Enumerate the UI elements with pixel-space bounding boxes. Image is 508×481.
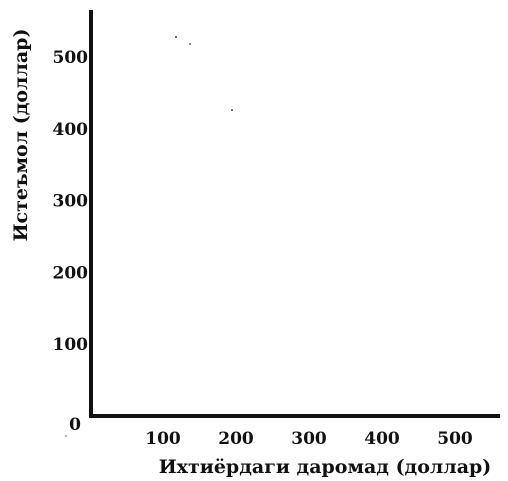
y-tick-label: 500 — [53, 48, 89, 68]
y-axis-title: Истеъмол (доллар) — [10, 29, 32, 242]
y-tick-label: 200 — [53, 263, 89, 283]
x-axis-title: Ихтиёрдаги даромад (доллар) — [159, 456, 492, 478]
y-tick-label: 400 — [53, 120, 89, 140]
y-tick-label: 0 — [69, 415, 81, 435]
tick-labels: 0 100 200 300 400 500 100 200 300 400 500 — [53, 48, 473, 449]
x-tick-label: 500 — [437, 429, 473, 449]
x-tick-label: 100 — [145, 429, 181, 449]
y-tick-label: 100 — [53, 335, 89, 355]
x-tick-label: 400 — [364, 429, 400, 449]
x-tick-label: 200 — [218, 429, 254, 449]
scan-specks — [65, 36, 233, 437]
y-tick-label: 300 — [53, 192, 89, 212]
x-tick-label: 300 — [291, 429, 327, 449]
